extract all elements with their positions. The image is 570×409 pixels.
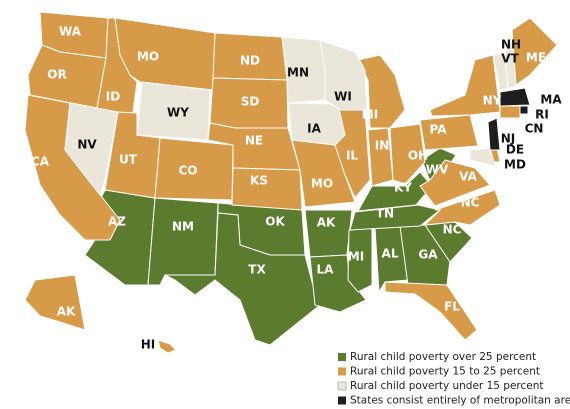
state-label: CA — [31, 155, 50, 169]
state-label: IL — [346, 149, 358, 163]
state-label: NV — [77, 138, 97, 152]
state-label: AK — [317, 216, 336, 230]
state — [504, 36, 517, 89]
state — [469, 147, 496, 167]
state — [24, 274, 86, 331]
state-label: NJ — [501, 132, 516, 146]
state — [384, 281, 478, 341]
state-label: NC — [461, 196, 480, 210]
state-label: KS — [250, 174, 268, 188]
state-label: CO — [178, 164, 197, 178]
state-label: SD — [241, 95, 260, 109]
state-label: TX — [248, 263, 266, 277]
state-label: NY — [483, 94, 502, 108]
state-label: CN — [525, 122, 544, 136]
state-label: MO — [137, 50, 159, 64]
state-label: VT — [501, 52, 519, 66]
state — [499, 105, 521, 119]
state-label: KY — [394, 181, 412, 195]
state-label: NH — [501, 38, 521, 52]
state-label: ME — [526, 51, 546, 65]
state — [519, 105, 529, 115]
state-label: NE — [245, 134, 263, 148]
state-label: MA — [540, 93, 562, 107]
state — [287, 102, 346, 146]
state — [487, 117, 501, 151]
state — [319, 39, 368, 111]
legend-label: Rural child poverty 15 to 25 percent — [350, 366, 540, 378]
state — [423, 189, 501, 226]
state-label: MI — [362, 108, 378, 122]
state-label: PA — [430, 123, 448, 137]
state-label: IA — [307, 122, 321, 136]
state — [136, 81, 211, 141]
state-label: MD — [504, 158, 526, 172]
state-label: FL — [444, 300, 460, 314]
state-label: ND — [240, 54, 260, 68]
legend-label: States consist entirely of metropolitan … — [350, 395, 570, 407]
state-label: AK — [57, 305, 76, 319]
state-label: OH — [408, 149, 428, 163]
state-label: AZ — [108, 215, 126, 229]
state-label: WV — [426, 163, 449, 177]
legend-swatch — [338, 367, 346, 376]
state-label: IN — [375, 139, 390, 153]
state-label: OK — [265, 215, 285, 229]
legend-label: Rural child poverty under 15 percent — [350, 380, 544, 392]
state — [357, 54, 406, 129]
state — [429, 54, 501, 117]
legend-swatch — [337, 381, 347, 391]
state-label: MN — [287, 66, 309, 80]
state — [157, 339, 177, 354]
state-label: WY — [167, 106, 189, 120]
state-label: MO — [311, 177, 333, 191]
state-label: HI — [141, 338, 156, 352]
state-label: UT — [119, 153, 138, 167]
state-label: DE — [506, 143, 524, 157]
state-label: TN — [376, 207, 394, 221]
state — [309, 254, 367, 313]
state — [367, 127, 394, 187]
legend-swatch — [338, 353, 346, 361]
state-label: OR — [47, 68, 66, 82]
state — [419, 159, 491, 207]
state — [231, 167, 303, 211]
legend-swatch — [338, 396, 346, 405]
state — [147, 197, 219, 286]
state-label: WI — [334, 90, 352, 104]
state — [499, 87, 531, 107]
state — [164, 212, 321, 346]
state-label: LA — [317, 263, 335, 277]
state — [64, 102, 119, 197]
state-label: ID — [106, 90, 120, 104]
state-label: VA — [459, 170, 477, 184]
state-label: GA — [418, 248, 438, 262]
state — [419, 114, 479, 151]
state-label: WA — [59, 25, 82, 39]
state-label: AL — [382, 247, 399, 261]
state-label: RI — [535, 108, 549, 122]
state-label: NC — [443, 223, 462, 237]
state-label: NM — [172, 220, 194, 234]
legend-label: Rural child poverty over 25 percent — [350, 351, 536, 363]
state — [389, 123, 426, 185]
state-label: MI — [348, 250, 364, 264]
